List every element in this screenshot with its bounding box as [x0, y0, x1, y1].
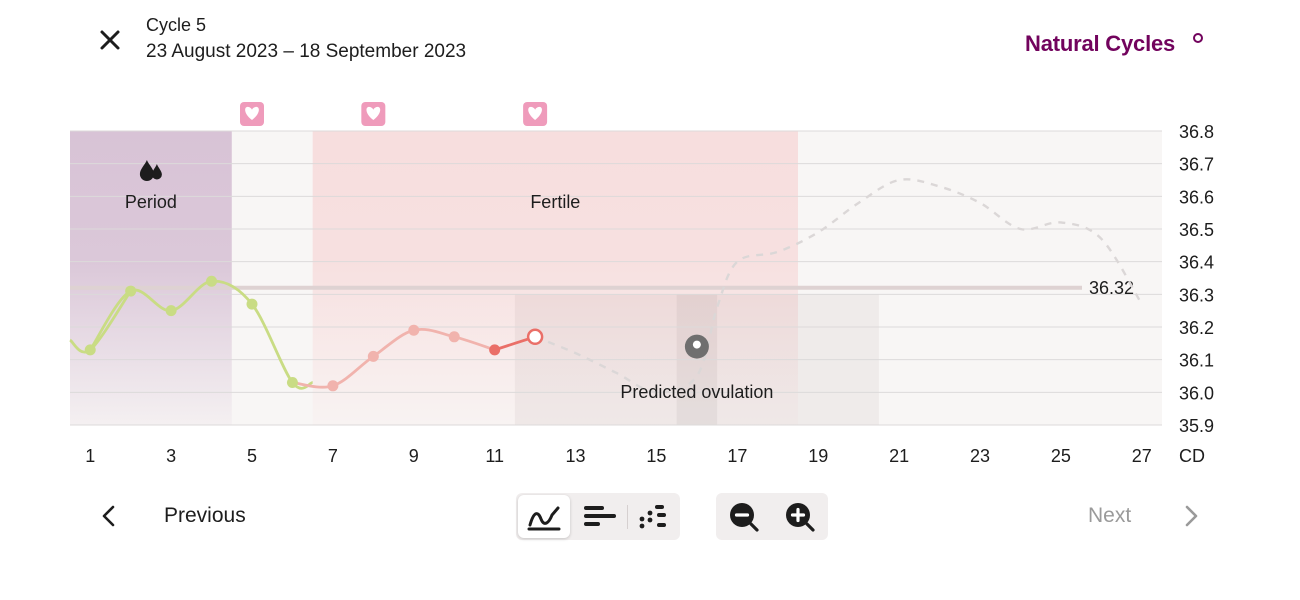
heart-badge [240, 102, 264, 126]
temperature-point [327, 380, 339, 392]
x-tick-label: 1 [85, 446, 95, 466]
next-chevron-button[interactable] [1178, 502, 1204, 530]
close-button[interactable] [92, 22, 128, 58]
predicted-ovulation-label: Predicted ovulation [620, 382, 773, 402]
x-tick-label: 5 [247, 446, 257, 466]
phase-band-fertile [312, 131, 798, 425]
x-tick-label: 27 [1132, 446, 1152, 466]
line-graph-view-button[interactable] [518, 495, 570, 538]
heart-badge [361, 102, 386, 126]
chevron-right-icon [1185, 505, 1198, 527]
y-tick-label: 36.5 [1179, 220, 1214, 240]
x-tick-label: 3 [166, 446, 176, 466]
list-view-button[interactable] [574, 495, 626, 538]
zoom-controls [716, 493, 828, 540]
y-tick-label: 36.0 [1179, 383, 1214, 403]
chevron-left-icon [102, 505, 115, 527]
zoom-out-button[interactable] [718, 495, 770, 538]
dot-view-button[interactable] [628, 495, 680, 538]
x-tick-label: 19 [808, 446, 828, 466]
predicted-temperature-line [534, 178, 1143, 394]
y-tick-label: 36.8 [1179, 122, 1214, 142]
zoom-in-icon [786, 503, 815, 532]
zoom-out-icon [730, 503, 759, 532]
previous-chevron-button[interactable] [96, 502, 122, 530]
x-axis-label: CD [1179, 446, 1205, 466]
heart-icon [528, 106, 542, 120]
temperature-point [246, 298, 258, 310]
temperature-point [206, 275, 218, 287]
temperature-point [489, 344, 501, 356]
bar-list-icon [584, 506, 616, 526]
dot-grid-icon [639, 505, 666, 529]
header: Cycle 5 23 August 2023 – 18 September 20… [0, 0, 1300, 80]
phase-label-period: Period [125, 192, 177, 212]
x-tick-label: 21 [889, 446, 909, 466]
ovulation-marker-dot [692, 340, 701, 349]
temperature-point [448, 331, 460, 343]
x-tick-label: 15 [646, 446, 666, 466]
drops-icon [139, 160, 162, 181]
temperature-chart: 36.8 36.7 36.6 36.5 36.4 36.3 36.2 36.1 36.0 35.9… [69, 102, 1214, 466]
temperature-point [367, 350, 379, 362]
footer-navigation: Previous [0, 490, 1300, 542]
x-tick-label: 23 [970, 446, 990, 466]
brand-logo: Natural Cycles [1025, 31, 1176, 56]
drop-shape [151, 164, 162, 180]
previous-button[interactable]: Previous [164, 504, 246, 527]
view-mode-toggle [516, 493, 680, 540]
heart-icon [366, 106, 381, 120]
y-tick-label: 36.7 [1179, 155, 1214, 175]
x-tick-label: 17 [727, 446, 747, 466]
temperature-point [84, 344, 96, 356]
y-tick-label: 36.6 [1179, 187, 1214, 207]
y-tick-label: 36.2 [1179, 318, 1214, 338]
y-tick-label: 36.1 [1179, 351, 1214, 371]
drop-shape [139, 160, 154, 181]
y-tick-label: 36.4 [1179, 253, 1214, 273]
cycle-title: Cycle 5 [146, 15, 207, 35]
heart-icon [245, 106, 259, 120]
y-tick-label: 36.3 [1179, 285, 1214, 305]
phase-label-fertile: Fertile [530, 192, 580, 212]
heart-badge [523, 102, 548, 126]
y-tick-label: 35.9 [1179, 416, 1214, 436]
x-tick-label: 13 [566, 446, 586, 466]
close-icon [100, 30, 120, 50]
phase-band-period [70, 131, 232, 425]
brand-logo-mark [1193, 33, 1203, 43]
x-tick-label: 9 [409, 446, 419, 466]
view-toggle-divider [627, 505, 628, 529]
temperature-point [286, 377, 298, 389]
line-graph-icon [527, 506, 561, 531]
x-tick-label: 11 [485, 446, 504, 466]
temperature-point [408, 324, 420, 336]
today-temperature-point [526, 328, 544, 346]
temperature-point [125, 285, 137, 297]
x-tick-label: 7 [328, 446, 338, 466]
cycle-dates: 23 August 2023 – 18 September 2023 [146, 41, 467, 62]
zoom-in-button[interactable] [774, 495, 826, 538]
temperature-point [165, 305, 177, 317]
coverline-label: 36.32 [1089, 278, 1134, 298]
x-tick-label: 25 [1051, 446, 1071, 466]
next-button[interactable]: Next [1088, 504, 1132, 527]
